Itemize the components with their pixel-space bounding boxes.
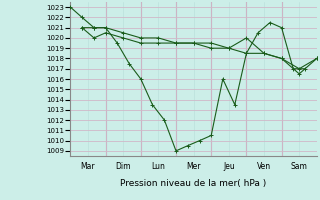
- Text: Sam: Sam: [291, 162, 308, 171]
- Text: Lun: Lun: [151, 162, 165, 171]
- Text: Mar: Mar: [81, 162, 95, 171]
- Text: Mer: Mer: [186, 162, 201, 171]
- Text: Dim: Dim: [116, 162, 131, 171]
- Text: Ven: Ven: [257, 162, 271, 171]
- Text: Pression niveau de la mer( hPa ): Pression niveau de la mer( hPa ): [120, 179, 267, 188]
- Text: Jeu: Jeu: [223, 162, 235, 171]
